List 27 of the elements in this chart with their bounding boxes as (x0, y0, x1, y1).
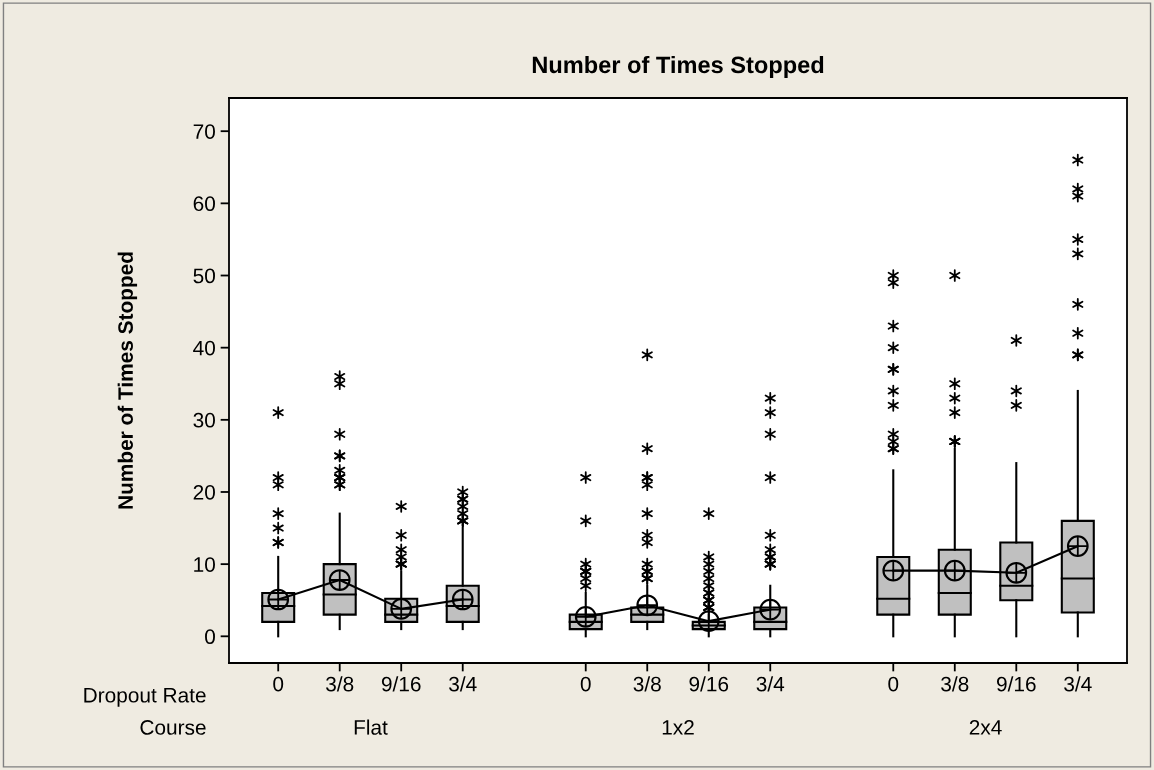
text: 2x4 (969, 720, 1002, 735)
text: Flat (354, 719, 388, 735)
y-tick-label: 40 (193, 340, 215, 356)
x-tick-label: 3/4 (449, 676, 477, 692)
y-tick-label: 10 (194, 557, 215, 572)
y-tick-label: 0 (205, 629, 215, 645)
text: Dropout Rate (84, 688, 206, 707)
chart-title: Number of Times Stopped (532, 55, 824, 78)
y-tick-label: 50 (193, 268, 215, 284)
x-tick-label: 0 (888, 676, 899, 692)
y-tick-label: 30 (193, 412, 215, 428)
y-axis-title: Number of Times Stopped (117, 252, 138, 509)
x-tick-label: 3/8 (633, 676, 661, 692)
x-tick-label: 9/16 (689, 676, 729, 692)
x-tick-label: 3/4 (756, 676, 785, 692)
x-tick-label: 9/16 (381, 676, 421, 692)
x-tick-label: 3/8 (326, 676, 354, 692)
x-tick-label: 3/8 (941, 676, 969, 692)
y-tick-label: 20 (193, 484, 215, 500)
text: 1x2 (662, 720, 694, 735)
y-tick-label: 60 (193, 196, 215, 212)
text: Course (140, 720, 206, 735)
x-tick-label: 3/4 (1064, 676, 1092, 692)
x-tick-label: 0 (580, 676, 591, 692)
x-tick-label: 0 (273, 676, 284, 692)
y-tick-label: 70 (193, 124, 215, 139)
x-tick-label: 9/16 (996, 676, 1036, 692)
